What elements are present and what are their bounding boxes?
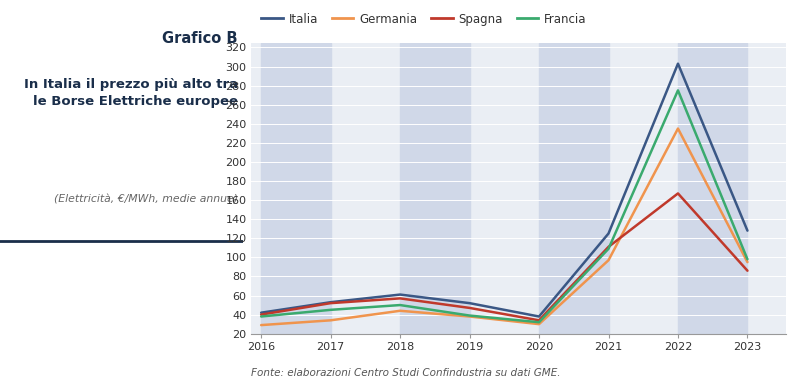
- Bar: [678, 43, 747, 334]
- Text: Grafico B: Grafico B: [162, 31, 238, 46]
- Text: (Elettricità, €/MWh, medie annue): (Elettricità, €/MWh, medie annue): [54, 194, 238, 204]
- Bar: [261, 43, 330, 334]
- Legend: Italia, Germania, Spagna, Francia: Italia, Germania, Spagna, Francia: [256, 8, 591, 30]
- Bar: [400, 43, 470, 334]
- Text: Fonte: elaborazioni Centro Studi Confindustria su dati GME.: Fonte: elaborazioni Centro Studi Confind…: [251, 368, 560, 378]
- Text: In Italia il prezzo più alto tra
le Borse Elettriche europee: In Italia il prezzo più alto tra le Bors…: [24, 78, 238, 107]
- Bar: [539, 43, 608, 334]
